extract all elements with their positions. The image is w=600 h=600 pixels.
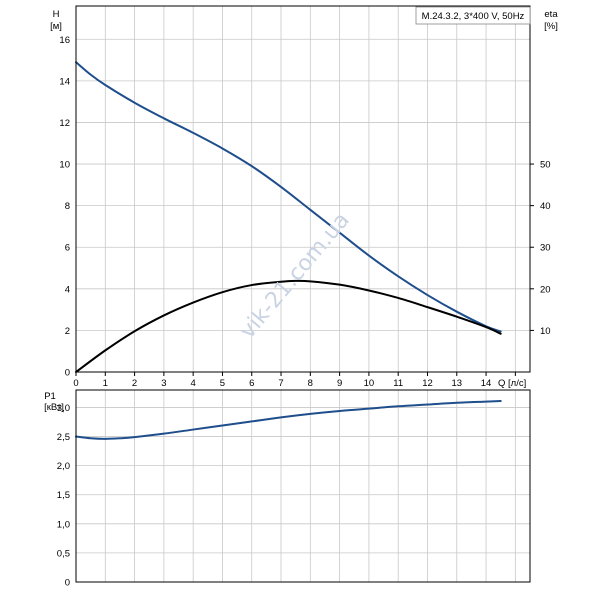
- top-x-tick-label: 12: [422, 378, 433, 389]
- p1-axis-title: P1: [44, 391, 56, 402]
- top-y-tick-label: 10: [59, 160, 70, 171]
- top-x-tick-label: 8: [308, 378, 313, 389]
- top-y-tick-label: 2: [65, 326, 70, 337]
- top-x-tick-label: 9: [337, 378, 342, 389]
- top-y2-tick-label: 50: [540, 160, 551, 171]
- bottom-axes-border: [75, 389, 531, 583]
- p1-axis-unit: [кВт]: [44, 402, 64, 413]
- top-x-tick-label: 4: [191, 378, 196, 389]
- head-curve: [75, 61, 502, 333]
- top-y2-tick-label: 20: [540, 284, 551, 295]
- top-x-tick-label: 1: [103, 378, 108, 389]
- top-x-tick-label: 10: [364, 378, 375, 389]
- legend-text: M.24.3.2, 3*400 V, 50Hz: [422, 11, 525, 22]
- top-axes-border: [75, 5, 531, 373]
- bottom-series-group: [75, 400, 502, 440]
- y2-axis-unit: [%]: [544, 21, 558, 32]
- top-x-tick-label: 5: [220, 378, 225, 389]
- top-series-group: [75, 61, 502, 373]
- bottom-y-tick-label: 1,5: [57, 490, 70, 501]
- top-x-tick-label: 6: [249, 378, 254, 389]
- top-tick-labels: 0 1 2 3 4 5 6 7 8 9 10 11 12 13 1402468101214161020304…: [59, 35, 550, 389]
- bottom-y-tick-label: 3,0: [57, 403, 70, 414]
- top-x-tick-label: 0: [73, 378, 78, 389]
- bottom-y-tick-label: 1,0: [57, 519, 70, 530]
- y2-axis-title: eta: [544, 9, 558, 20]
- bottom-y-tick-label: 0: [65, 578, 70, 589]
- top-x-tick-label: 14: [481, 378, 492, 389]
- top-plot-frame: [76, 6, 530, 372]
- efficiency-curve: [75, 279, 502, 373]
- top-axes: [75, 5, 534, 376]
- top-y-tick-label: 16: [59, 35, 70, 46]
- bottom-tick-labels: 0 0,5 1,0 1,5 2,0 2,5 3,0: [57, 403, 70, 589]
- top-y-tick-label: 14: [59, 76, 70, 87]
- top-x-tick-label: 13: [451, 378, 462, 389]
- top-x-tick-label: 2: [132, 378, 137, 389]
- power-curve: [75, 400, 502, 440]
- top-y-tick-label: 12: [59, 118, 70, 129]
- top-x-tick-label: 7: [278, 378, 283, 389]
- top-y-tick-label: 4: [65, 284, 70, 295]
- top-x-tick-label: 3: [161, 378, 166, 389]
- bottom-axes: [75, 389, 531, 583]
- bottom-y-tick-label: 2,5: [57, 432, 70, 443]
- top-y2-tick-label: 40: [540, 201, 551, 212]
- top-y2-tick-label: 10: [540, 326, 551, 337]
- top-y-tick-label: 6: [65, 243, 70, 254]
- bottom-plot-frame: [76, 390, 530, 582]
- y-axis-unit: [м]: [50, 21, 62, 32]
- x-axis-title: Q [л/с]: [498, 378, 526, 389]
- top-y-tick-label: 8: [65, 201, 70, 212]
- power-chart: 0 0,5 1,0 1,5 2,0 2,5 3,0 P1 [кВт]: [44, 389, 531, 589]
- head-efficiency-chart: 0 1 2 3 4 5 6 7 8 9 10 11 12 13 1402468101214161020304…: [50, 5, 558, 389]
- y-axis-title: H: [53, 9, 60, 20]
- top-x-tick-label: 11: [393, 378, 403, 389]
- legend-box: [415, 6, 531, 25]
- bottom-y-tick-label: 2,0: [57, 461, 70, 472]
- top-y-tick-label: 0: [65, 368, 70, 379]
- bottom-y-tick-label: 0,5: [57, 548, 70, 559]
- top-y2-tick-label: 30: [540, 243, 551, 254]
